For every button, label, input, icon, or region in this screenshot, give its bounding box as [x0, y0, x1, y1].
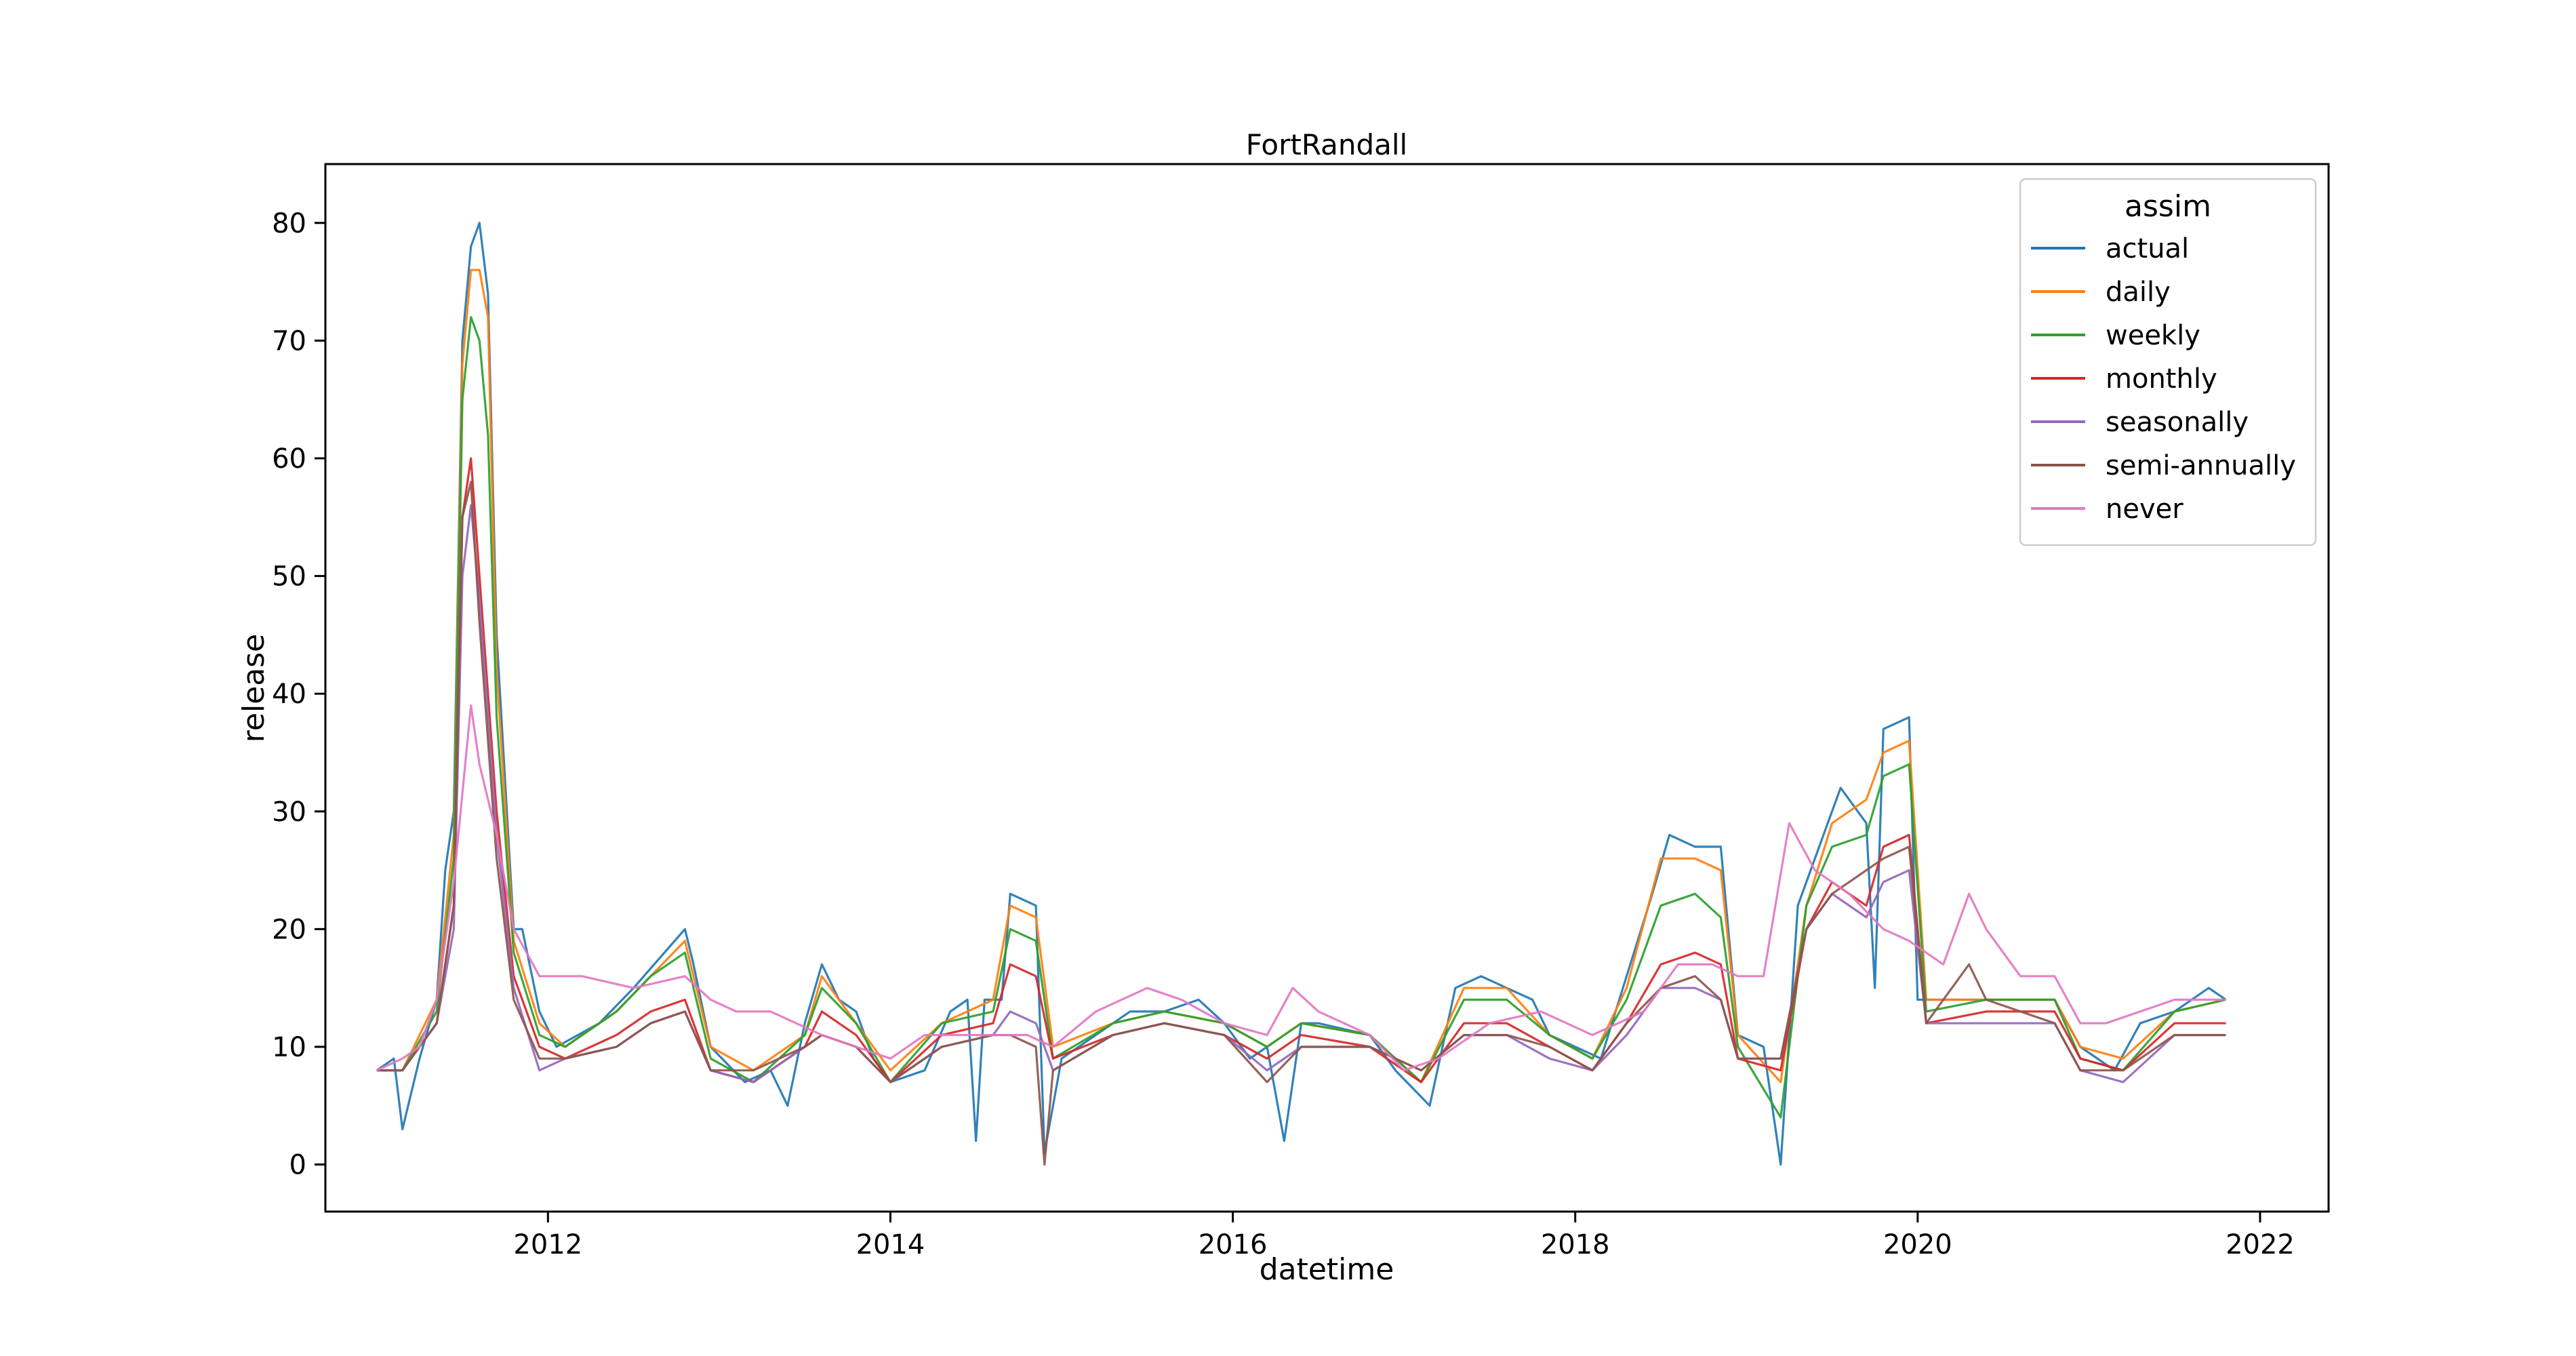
series-line-never [376, 704, 2226, 1072]
legend-label-monthly: monthly [2106, 363, 2217, 395]
y-tick-label: 80 [272, 208, 306, 239]
y-tick-label: 0 [289, 1150, 306, 1181]
legend-box [2019, 178, 2317, 546]
legend-label-never: never [2106, 494, 2183, 525]
y-tick-label: 20 [272, 914, 306, 945]
x-tick-label: 2014 [856, 1229, 925, 1260]
x-tick-label: 2020 [1883, 1229, 1952, 1260]
x-axis: 2012 2014 2016 2018 2020 2022 [513, 1212, 2295, 1260]
y-tick-label: 50 [272, 561, 306, 593]
legend-label-daily: daily [2106, 277, 2171, 308]
legend-label-actual: actual [2106, 233, 2189, 264]
series-line-semi-annually [376, 481, 2226, 1166]
series-line-actual [376, 222, 2227, 1166]
y-tick-label: 10 [272, 1032, 306, 1063]
x-tick-label: 2016 [1199, 1229, 1268, 1260]
y-tick-label: 30 [272, 797, 306, 828]
y-axis-label: release [237, 634, 271, 742]
series-line-weekly [376, 316, 2226, 1119]
x-tick-label: 2022 [2226, 1229, 2295, 1260]
y-tick-label: 70 [272, 325, 306, 357]
y-tick-label: 60 [272, 443, 306, 475]
x-tick-label: 2012 [513, 1229, 582, 1260]
x-tick-label: 2018 [1541, 1229, 1610, 1260]
chart-title: FortRandall [1246, 128, 1407, 161]
legend-label-semi-annually: semi-annually [2106, 450, 2296, 481]
legend-title: assim [2125, 189, 2211, 224]
plot-area [376, 222, 2227, 1166]
legend: assim actual daily weekly monthly seasonally s… [2019, 178, 2317, 546]
axes-frame [324, 163, 2330, 1213]
legend-label-weekly: weekly [2106, 320, 2200, 351]
y-tick-label: 40 [272, 679, 306, 710]
x-axis-label: datetime [1260, 1252, 1394, 1287]
y-axis: 0 10 20 30 40 50 60 70 80 [272, 208, 325, 1181]
legend-label-seasonally: seasonally [2106, 407, 2249, 438]
